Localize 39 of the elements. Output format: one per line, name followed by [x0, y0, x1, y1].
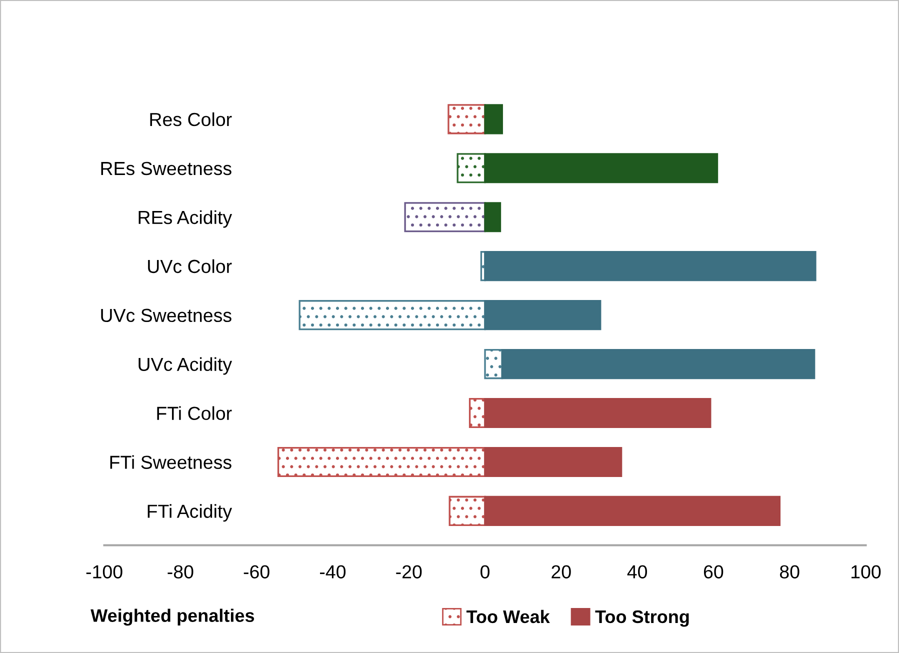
y-tick-label: FTi Sweetness: [110, 455, 232, 469]
y-tick-label: UVc Sweetness: [101, 308, 232, 322]
x-tick-label: 40: [627, 565, 647, 578]
x-tick-label: -40: [320, 565, 346, 578]
y-tick-label: UVc Color: [148, 259, 232, 274]
bar: [277, 446, 486, 478]
x-tick-label: -100: [86, 565, 122, 578]
x-tick-label: -20: [396, 565, 422, 578]
x-axis-title: Weighted penalties: [90, 608, 254, 626]
x-tick-label: -80: [168, 565, 194, 578]
bar: [448, 496, 486, 526]
bar: [484, 446, 622, 478]
bar: [484, 398, 712, 428]
y-tick-label: UVc Acidity: [138, 357, 232, 375]
legend-label: Too Strong: [595, 610, 689, 627]
y-tick-label: FTi Color: [157, 406, 232, 420]
x-tick-label: 0: [480, 565, 490, 578]
x-tick-label: 100: [852, 565, 881, 578]
y-tick-label: REs Acidity: [138, 210, 232, 228]
y-tick-label: FTi Acidity: [148, 504, 232, 522]
bar: [484, 349, 503, 380]
bar: [484, 300, 602, 330]
bar: [484, 496, 781, 526]
x-tick-label: 20: [552, 565, 571, 578]
bar: [404, 202, 486, 232]
bar: [484, 202, 502, 232]
bar: [298, 300, 486, 330]
bar: [448, 104, 486, 134]
bar: [484, 104, 503, 134]
bar: [501, 349, 816, 380]
bar: [484, 153, 718, 184]
bar: [456, 153, 486, 184]
x-tick-label: 80: [780, 565, 800, 578]
y-tick-label: Res Color: [150, 112, 232, 126]
bar: [484, 251, 816, 282]
y-tick-label: REs Sweetness: [101, 162, 232, 176]
x-tick-label: -60: [244, 565, 270, 578]
x-tick-label: 60: [704, 565, 724, 578]
legend-label: Too Weak: [466, 610, 550, 624]
